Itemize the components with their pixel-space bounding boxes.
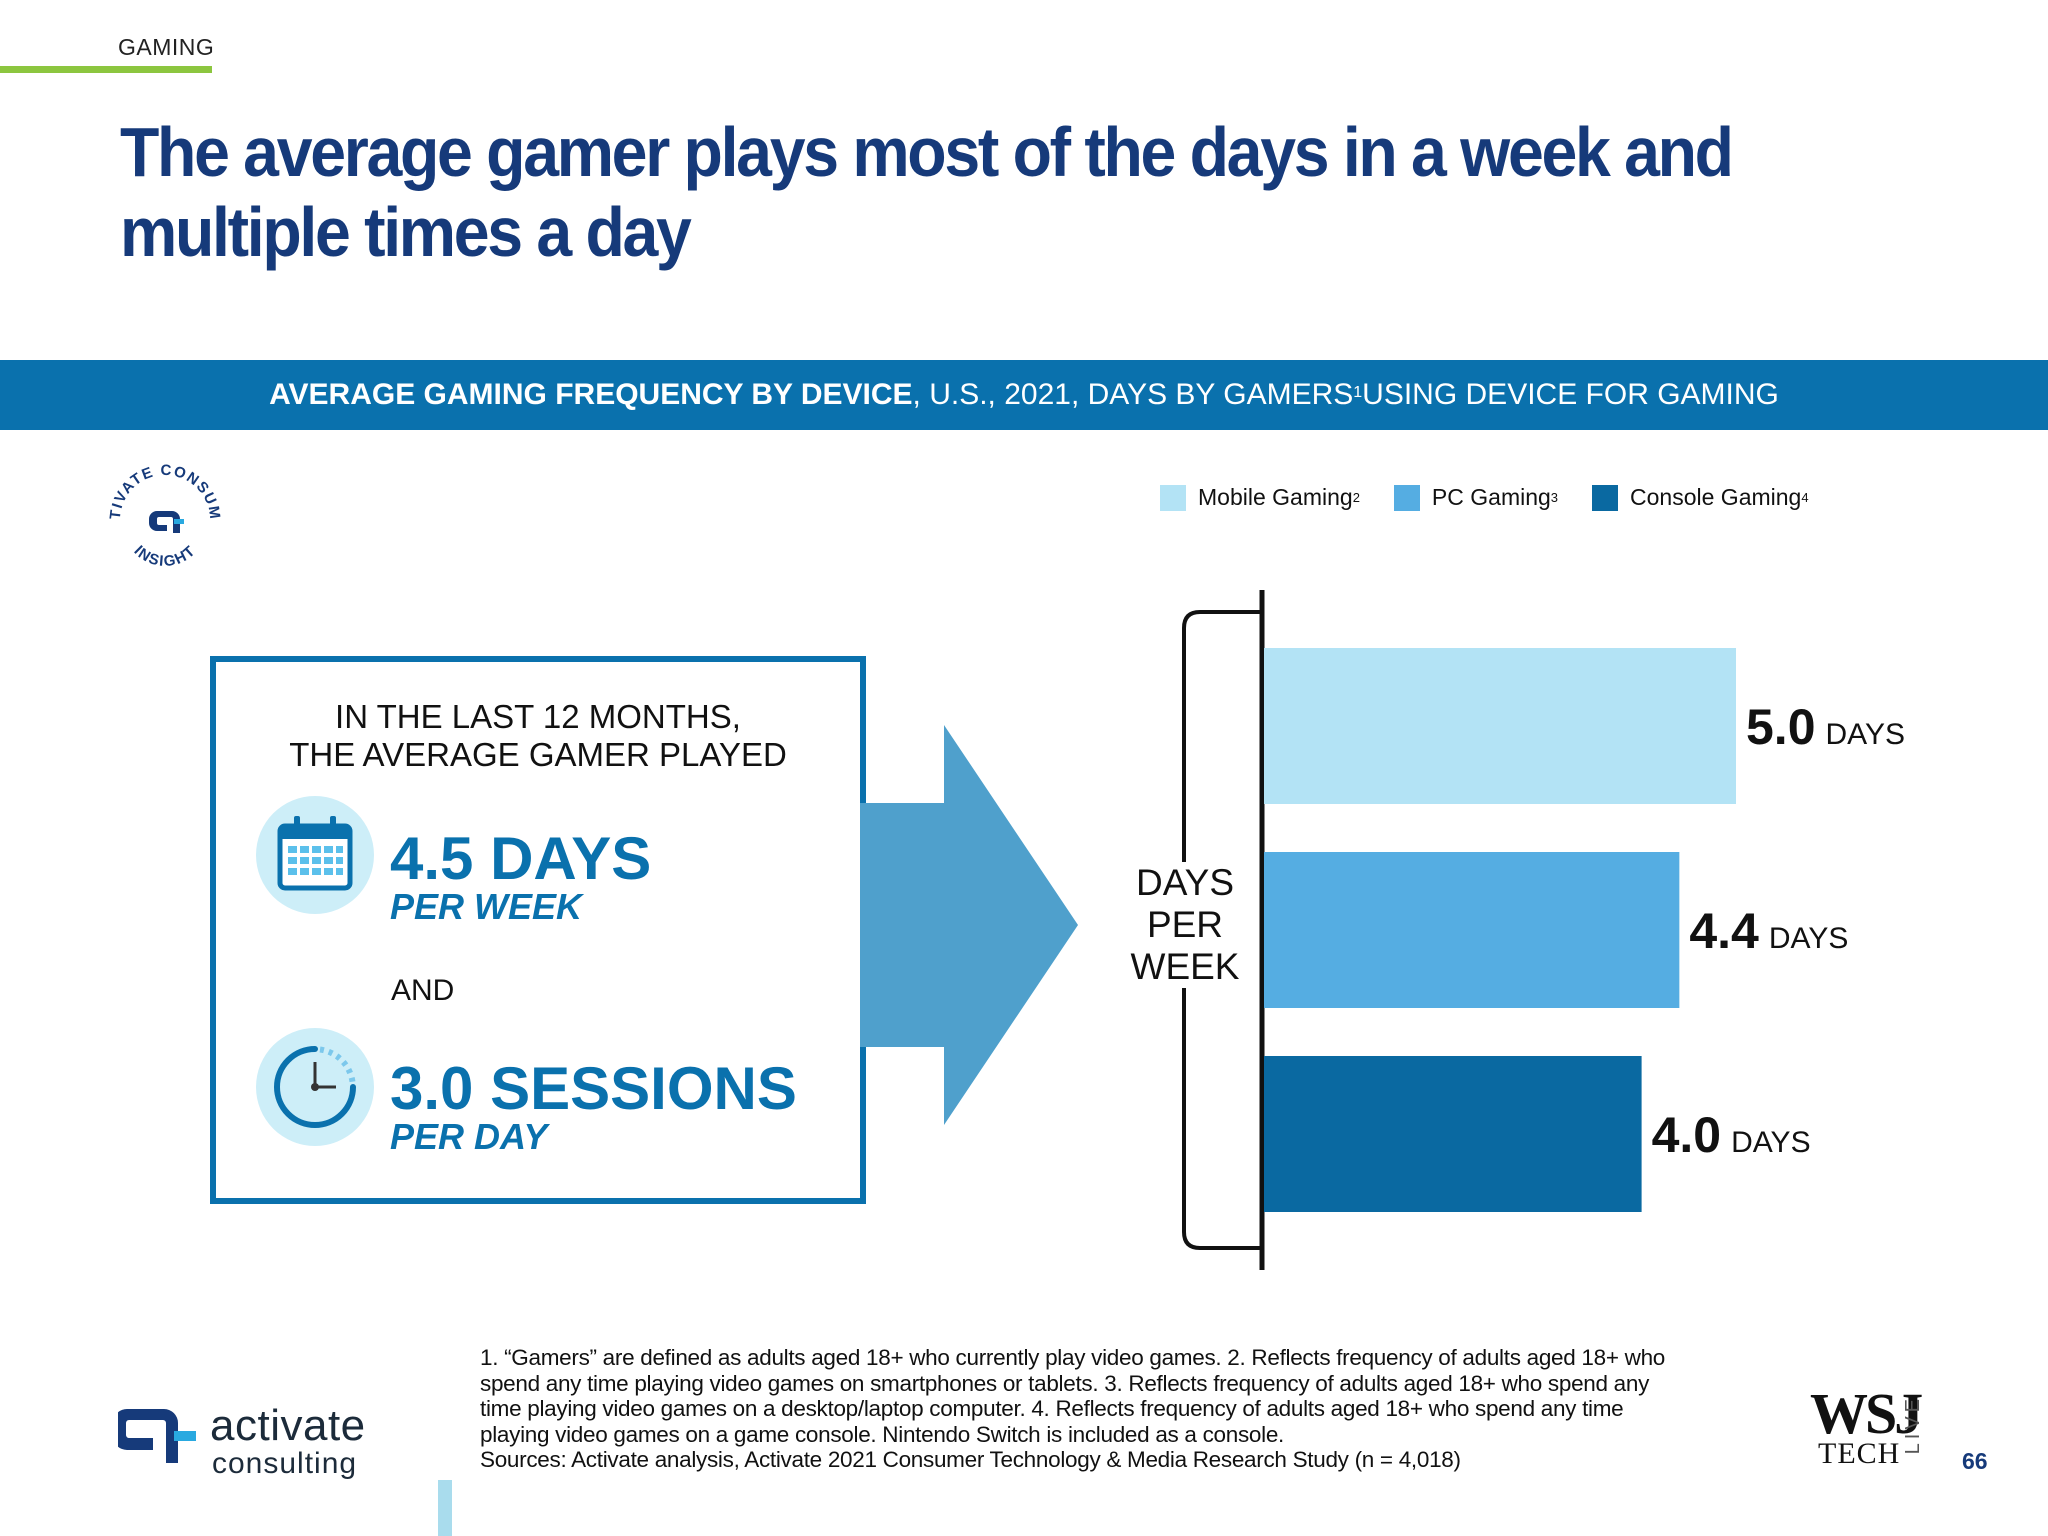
clock-icon xyxy=(256,1028,374,1146)
days-per-week-value: 4.5 DAYS xyxy=(390,825,652,892)
footnote-line-3: time playing video games on a desktop/la… xyxy=(480,1396,1624,1421)
bar-mobile-gaming xyxy=(1264,648,1736,804)
bar-chart: 5.0 DAYS 4.4 DAYS 4.0 DAYS xyxy=(1182,590,1905,1270)
footnote: 1. “Gamers” are defined as adults aged 1… xyxy=(480,1345,1760,1473)
sessions-per-day-unit: PER DAY xyxy=(390,1116,548,1157)
legend-label-console: Console Gaming xyxy=(1630,484,1802,510)
legend-item-console: Console Gaming 4 xyxy=(1592,484,1809,511)
activate-consulting-logo: activate consulting xyxy=(112,1401,365,1480)
consumer-insight-seal: ACTIVATE CONSUMER INSIGHT xyxy=(100,455,222,570)
page-title: The average gamer plays most of the days… xyxy=(120,113,1734,271)
wsj-live-text: LIVE xyxy=(1902,1395,1924,1455)
sessions-per-day-value: 3.0 SESSIONS xyxy=(390,1055,797,1122)
legend-item-pc: PC Gaming 3 xyxy=(1393,484,1559,511)
legend-label-pc: PC Gaming xyxy=(1431,484,1551,510)
summary-box: IN THE LAST 12 MONTHS, THE AVERAGE GAMER… xyxy=(210,656,866,1204)
seal-logo-mark xyxy=(149,511,184,533)
footnote-line-1: 1. “Gamers” are defined as adults aged 1… xyxy=(480,1345,1666,1370)
legend-swatch-mobile xyxy=(1160,484,1186,511)
banner-bold-title: AVERAGE GAMING FREQUENCY BY DEVICE xyxy=(269,378,913,411)
summary-heading: IN THE LAST 12 MONTHS, THE AVERAGE GAMER… xyxy=(216,698,860,774)
bar-pc-gaming xyxy=(1264,852,1680,1008)
logo-tagline: consulting xyxy=(212,1447,358,1480)
bar-console-gaming xyxy=(1264,1056,1642,1212)
data-label-pc-gaming: 4.4 DAYS xyxy=(1689,903,1848,959)
wsj-tech-text: TECH xyxy=(1818,1437,1901,1470)
banner-superscript: 1 xyxy=(1353,384,1363,401)
chart-legend: Mobile Gaming 2 PC Gaming 3 Console Gaming… xyxy=(1160,484,1843,511)
seal-bottom-text: INSIGHT xyxy=(131,542,200,570)
data-label-console-gaming: 4.0 DAYS xyxy=(1652,1107,1811,1163)
footnote-sources: Sources: Activate analysis, Activate 202… xyxy=(480,1447,1461,1472)
legend-sup-pc: 3 xyxy=(1550,490,1559,505)
banner-text-1: , U.S., 2021, DAYS BY GAMERS xyxy=(912,378,1354,411)
legend-label-mobile: Mobile Gaming xyxy=(1198,484,1353,510)
legend-swatch-console xyxy=(1592,484,1619,511)
data-label-mobile-gaming: 5.0 DAYS xyxy=(1746,699,1905,755)
days-per-week-unit: PER WEEK xyxy=(390,886,583,927)
legend-item-mobile: Mobile Gaming 2 xyxy=(1160,484,1360,511)
summary-heading-line1: IN THE LAST 12 MONTHS, xyxy=(335,698,741,735)
legend-swatch-pc xyxy=(1393,484,1420,511)
page-number: 66 xyxy=(1962,1448,1988,1474)
logo-name: activate xyxy=(210,1401,366,1450)
pointer-arrow xyxy=(860,725,1078,1125)
activate-logo-icon xyxy=(112,1408,196,1463)
legend-sup-console: 4 xyxy=(1801,490,1809,505)
section-underline xyxy=(0,66,212,73)
banner-text-2: USING DEVICE FOR GAMING xyxy=(1362,378,1779,411)
y-axis-label: DAYS PER WEEK xyxy=(1122,862,1248,988)
accent-bar xyxy=(438,1480,452,1536)
summary-heading-line2: THE AVERAGE GAMER PLAYED xyxy=(289,736,787,773)
and-label: AND xyxy=(391,974,455,1007)
calendar-icon xyxy=(256,796,374,914)
footnote-line-2: spend any time playing video games on sm… xyxy=(480,1370,1650,1396)
legend-sup-mobile: 2 xyxy=(1352,490,1360,505)
footnote-line-4: playing video games on a game console. N… xyxy=(480,1421,1284,1447)
chart-banner: AVERAGE GAMING FREQUENCY BY DEVICE, U.S.… xyxy=(0,360,2048,430)
section-label: GAMING xyxy=(118,34,215,60)
wsj-wordmark: WSJ xyxy=(1810,1381,1923,1446)
